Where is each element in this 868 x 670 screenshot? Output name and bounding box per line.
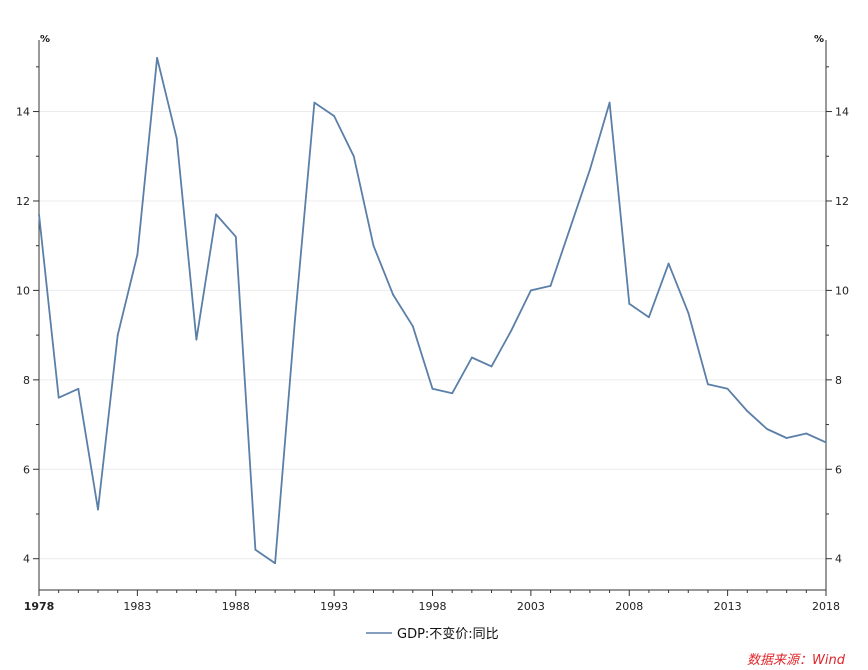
right-y-tick-label: 6 [835, 463, 842, 476]
left-y-axis-ticks: 4 6 8 10 12 14 [16, 66, 39, 566]
data-point [589, 168, 591, 171]
data-point [77, 387, 80, 390]
data-point [451, 392, 454, 395]
x-tick-label: 2008 [615, 600, 643, 613]
data-point [470, 356, 473, 359]
data-point [313, 101, 316, 104]
data-point [687, 311, 690, 314]
data-point [746, 410, 749, 413]
left-y-tick-label: 14 [16, 106, 30, 119]
data-point [510, 329, 513, 332]
data-point [667, 262, 670, 265]
data-point [254, 548, 257, 551]
left-y-tick-label: 12 [16, 195, 30, 208]
legend: GDP:不变价:同比 [366, 626, 499, 642]
data-point [569, 226, 572, 229]
data-point [175, 137, 178, 140]
x-axis-ticks: 1978 1983 1988 1993 1998 2003 2008 2013 2018 [24, 590, 840, 613]
x-tick-label: 2018 [812, 600, 840, 613]
left-y-tick-label: 10 [16, 284, 30, 297]
data-point [333, 115, 336, 117]
data-point [38, 213, 40, 216]
x-tick-label: 1983 [123, 600, 151, 613]
data-point [766, 428, 768, 430]
right-y-tick-label: 10 [835, 284, 849, 297]
right-y-unit: % [814, 34, 824, 45]
x-tick-label: 1993 [320, 600, 348, 613]
data-point [549, 285, 552, 287]
data-point [274, 562, 276, 565]
data-point [628, 302, 631, 305]
data-point [97, 508, 99, 511]
right-y-tick-label: 14 [835, 106, 849, 119]
x-tick-label: 2013 [714, 600, 742, 613]
series-line-gdp [38, 57, 827, 565]
data-point [195, 338, 198, 341]
left-y-tick-label: 4 [23, 553, 30, 566]
data-point [116, 334, 119, 337]
data-point [490, 365, 493, 368]
source-note: 数据来源：Wind [747, 653, 846, 668]
data-point [372, 244, 375, 247]
data-point [352, 155, 355, 158]
data-point [805, 432, 808, 435]
data-point [57, 396, 60, 399]
data-point [707, 383, 709, 386]
data-point [648, 316, 650, 319]
left-y-tick-label: 8 [23, 374, 30, 387]
x-tick-label: 2003 [517, 600, 545, 613]
data-point [156, 56, 158, 59]
right-y-tick-label: 8 [835, 374, 842, 387]
left-y-unit: % [40, 34, 50, 45]
data-point [234, 235, 237, 238]
x-tick-label: 1998 [419, 600, 447, 613]
x-tick-label: 1988 [222, 600, 250, 613]
data-point [785, 437, 788, 439]
legend-label: GDP:不变价:同比 [397, 626, 499, 642]
axes [38, 40, 827, 591]
data-point [215, 213, 217, 216]
left-y-tick-label: 6 [23, 463, 30, 476]
right-y-axis-ticks: 4 6 8 10 12 14 [826, 66, 849, 566]
data-point [136, 253, 139, 256]
data-point [726, 387, 729, 390]
right-y-tick-label: 12 [835, 195, 849, 208]
data-point [293, 320, 296, 323]
data-point [411, 325, 414, 328]
data-point [392, 293, 395, 296]
series-group [38, 56, 827, 565]
right-y-tick-label: 4 [835, 553, 842, 566]
x-tick-label: 1978 [24, 600, 55, 613]
grid-lines [39, 111, 826, 560]
data-point [431, 387, 434, 390]
data-point [608, 101, 611, 104]
data-point [529, 289, 532, 292]
data-point [825, 441, 827, 444]
